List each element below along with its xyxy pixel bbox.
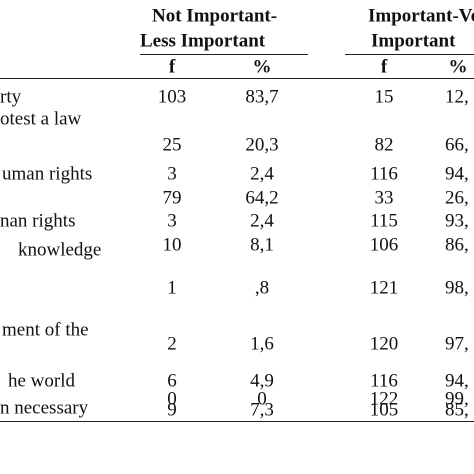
table-cell: 94, (445, 370, 469, 392)
table-cell: 6 (167, 370, 177, 392)
row-label: uman rights (2, 163, 93, 185)
table-cell: 9 (167, 399, 177, 421)
table-cell: 10 (162, 234, 182, 256)
table-cell: 3 (167, 210, 177, 232)
table-cell: 8,1 (250, 234, 274, 256)
row-label: rty (0, 86, 22, 108)
table-cell: 0 (167, 388, 177, 410)
table-cell: 116 (370, 163, 398, 185)
table-cell: 85, (445, 399, 469, 421)
row-label: he world (8, 370, 76, 392)
group-header: Less Important (140, 30, 266, 52)
table-cell: 94, (445, 163, 469, 185)
table-cell: 121 (369, 277, 399, 299)
table-cell: 79 (162, 187, 182, 209)
header-rule (0, 78, 474, 79)
table-cell: 98, (445, 277, 469, 299)
table-cell: 1,6 (250, 333, 274, 355)
row-label: knowledge (18, 239, 102, 261)
table-cell: 82 (374, 134, 394, 156)
table-cell: 2,4 (250, 210, 274, 232)
table-cell: 2,4 (250, 163, 274, 185)
table-cell: 33 (374, 187, 394, 209)
table-cell: 97, (445, 333, 469, 355)
table-cell: 116 (370, 370, 398, 392)
table-cell: 0 (257, 388, 267, 410)
table-cell: 103 (157, 86, 187, 108)
table-cell: 83,7 (245, 86, 279, 108)
row-label: n necessary (0, 397, 89, 419)
row-label: nan rights (0, 210, 76, 232)
table-cell: 25 (162, 134, 182, 156)
row-label: ment of the (2, 319, 89, 341)
table-cell: 12, (445, 86, 469, 108)
group-header: Important-Ve (368, 5, 474, 27)
table-cell: 15 (374, 86, 394, 108)
table-cell: 2 (167, 333, 177, 355)
column-header: % (252, 56, 272, 78)
table-cell: 7,3 (250, 399, 274, 421)
group-rule (140, 54, 308, 55)
table-cell: 26, (445, 187, 469, 209)
table-cell: 4,9 (250, 370, 274, 392)
table-cell: 20,3 (245, 134, 279, 156)
table-cell: 105 (369, 399, 399, 421)
table-cell: 99, (445, 388, 469, 410)
column-header: f (168, 56, 176, 78)
table-cell: 86, (445, 234, 469, 256)
table-cell: 106 (369, 234, 399, 256)
table-cell: 3 (167, 163, 177, 185)
row-label: otest a law (0, 108, 82, 130)
table-cell: 120 (369, 333, 399, 355)
table-cell: 1 (167, 277, 177, 299)
group-rule (345, 54, 474, 55)
column-header: % (448, 56, 468, 78)
group-header: Important (371, 30, 456, 52)
column-header: f (380, 56, 388, 78)
group-header: Not Important- (152, 5, 278, 27)
table-cell: 115 (370, 210, 398, 232)
table-cell: ,8 (254, 277, 270, 299)
table-cell: 66, (445, 134, 469, 156)
table-cell: 64,2 (245, 187, 279, 209)
bottom-rule (0, 421, 474, 422)
table-cell: 93, (445, 210, 469, 232)
table-cell: 122 (369, 388, 399, 410)
